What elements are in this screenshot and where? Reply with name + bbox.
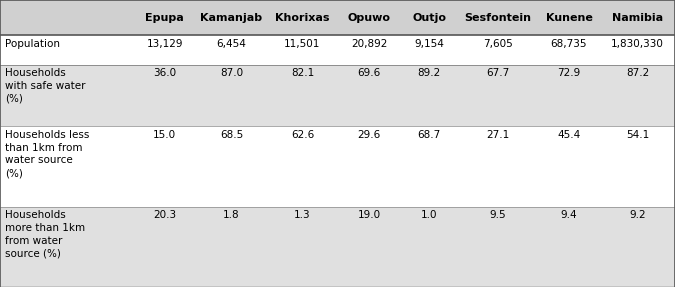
Text: 9,154: 9,154	[414, 39, 444, 49]
Text: Opuwo: Opuwo	[348, 13, 391, 23]
Text: 20.3: 20.3	[153, 210, 176, 220]
Text: 69.6: 69.6	[358, 68, 381, 78]
Text: 15.0: 15.0	[153, 130, 176, 140]
Text: 89.2: 89.2	[417, 68, 441, 78]
Text: Households less
than 1km from
water source
(%): Households less than 1km from water sour…	[5, 130, 89, 178]
Text: 1,830,330: 1,830,330	[611, 39, 664, 49]
Text: 68,735: 68,735	[551, 39, 587, 49]
Text: Sesfontein: Sesfontein	[464, 13, 531, 23]
Text: 7,605: 7,605	[483, 39, 512, 49]
Text: 87.0: 87.0	[220, 68, 243, 78]
Text: 45.4: 45.4	[558, 130, 580, 140]
Text: 9.4: 9.4	[561, 210, 577, 220]
Text: 1.3: 1.3	[294, 210, 310, 220]
Text: 9.2: 9.2	[629, 210, 646, 220]
Text: 87.2: 87.2	[626, 68, 649, 78]
Text: 68.7: 68.7	[417, 130, 441, 140]
Text: Kunene: Kunene	[545, 13, 593, 23]
Bar	[0, 65, 675, 126]
Bar	[0, 207, 675, 287]
Text: 9.5: 9.5	[489, 210, 506, 220]
Text: 13,129: 13,129	[146, 39, 183, 49]
Text: Khorixas: Khorixas	[275, 13, 329, 23]
Text: 1.0: 1.0	[421, 210, 437, 220]
Text: Outjo: Outjo	[412, 13, 446, 23]
Bar	[0, 126, 675, 207]
Text: 67.7: 67.7	[486, 68, 510, 78]
Text: Epupa: Epupa	[145, 13, 184, 23]
Text: Households
more than 1km
from water
source (%): Households more than 1km from water sour…	[5, 210, 85, 259]
Text: 54.1: 54.1	[626, 130, 649, 140]
Text: 62.6: 62.6	[291, 130, 314, 140]
Text: 20,892: 20,892	[351, 39, 387, 49]
Bar	[0, 35, 675, 65]
Text: 72.9: 72.9	[558, 68, 580, 78]
Text: 29.6: 29.6	[358, 130, 381, 140]
Text: 82.1: 82.1	[291, 68, 314, 78]
Text: Population: Population	[5, 39, 59, 49]
Text: Namibia: Namibia	[612, 13, 664, 23]
Text: 36.0: 36.0	[153, 68, 176, 78]
Text: 19.0: 19.0	[358, 210, 381, 220]
Bar	[0, 0, 675, 35]
Text: Households
with safe water
(%): Households with safe water (%)	[5, 68, 85, 104]
Text: 1.8: 1.8	[223, 210, 240, 220]
Text: 6,454: 6,454	[217, 39, 246, 49]
Text: 27.1: 27.1	[486, 130, 510, 140]
Text: 68.5: 68.5	[220, 130, 243, 140]
Text: Kamanjab: Kamanjab	[200, 13, 263, 23]
Text: 11,501: 11,501	[284, 39, 321, 49]
